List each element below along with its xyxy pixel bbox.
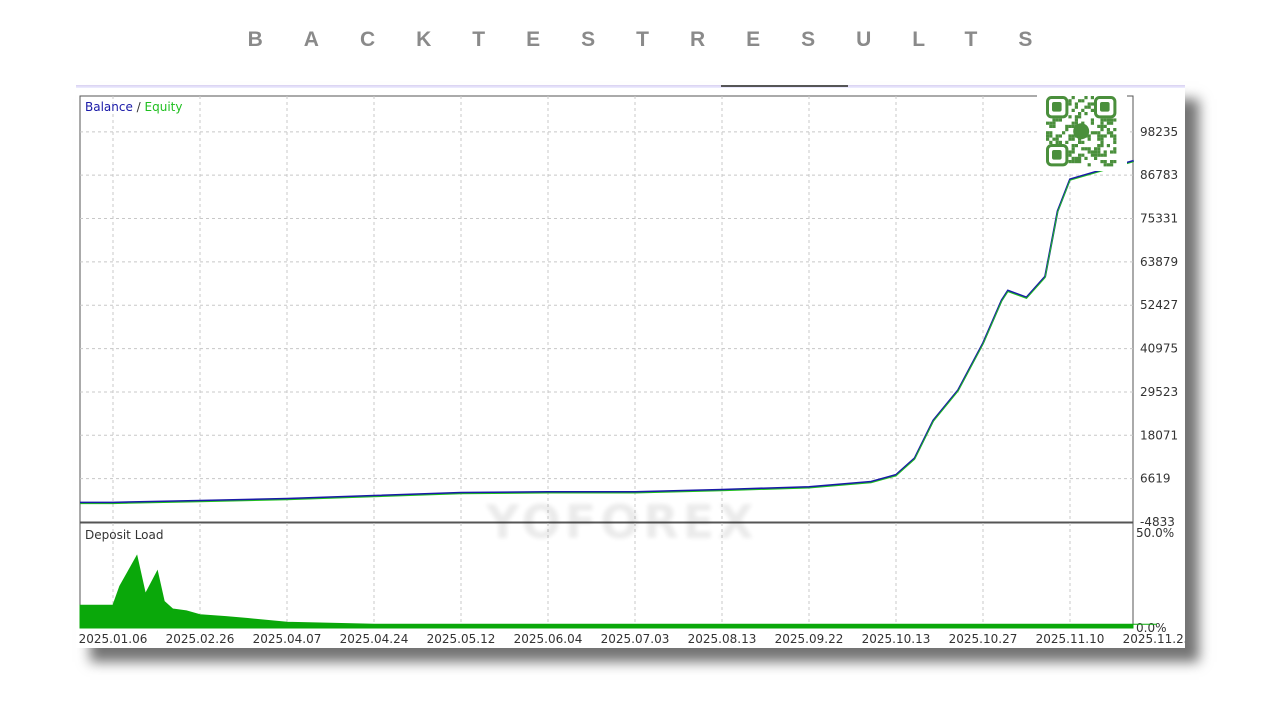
main-plot-frame (79, 95, 1134, 523)
y-tick-label: -4833 (1140, 515, 1175, 529)
equity-line (80, 161, 1134, 505)
x-tick-label: 2025.11.25 (1123, 632, 1185, 646)
y-tick-label: 63879 (1140, 255, 1178, 269)
y-tick-label: 40975 (1140, 342, 1178, 356)
deposit-load-area (79, 554, 1157, 629)
x-tick-label: 2025.10.13 (862, 632, 931, 646)
watermark-logo: YOFOREX (486, 495, 758, 549)
x-tick-label: 2025.01.06 (79, 632, 148, 646)
y-tick-label: 75331 (1140, 212, 1178, 226)
legend-balance: Balance (85, 100, 133, 114)
x-tick-label: 2025.04.24 (340, 632, 409, 646)
tab-indicator (721, 85, 848, 87)
deposit-y-tick-label: 0.0% (1136, 621, 1167, 635)
window-top-strip (76, 85, 1185, 88)
y-tick-label: 29523 (1140, 385, 1178, 399)
x-tick-label: 2025.02.26 (166, 632, 235, 646)
y-tick-label: 52427 (1140, 298, 1178, 312)
balance-line (80, 159, 1135, 504)
deposit-y-tick-label: 50.0% (1136, 526, 1174, 540)
legend-separator: / (132, 100, 145, 114)
x-tick-label: 2025.08.13 (688, 632, 757, 646)
x-tick-label: 2025.10.27 (949, 632, 1018, 646)
chart-legend: Balance / Equity (85, 100, 182, 114)
y-tick-label: 86783 (1140, 168, 1178, 182)
x-tick-label: 2025.06.04 (514, 632, 583, 646)
y-tick-label: 6619 (1140, 472, 1171, 486)
deposit-load-title: Deposit Load (85, 528, 164, 542)
x-tick-label: 2025.04.07 (253, 632, 322, 646)
x-tick-label: 2025.09.22 (775, 632, 844, 646)
x-tick-label: 2025.05.12 (427, 632, 496, 646)
qr-code-icon (1037, 91, 1127, 171)
x-tick-label: 2025.07.03 (601, 632, 670, 646)
chart-window: 2025.01.06 2025.02.26 2025.04.07 2025.04.24… (76, 85, 1185, 648)
y-tick-label: 18071 (1140, 428, 1178, 442)
legend-equity: Equity (144, 100, 183, 114)
y-tick-label: 98235 (1140, 125, 1178, 139)
x-tick-label: 2025.11.10 (1036, 632, 1105, 646)
balance-chart: 2025.01.06 2025.02.26 2025.04.07 2025.04.24… (79, 95, 1185, 646)
page-title: BACKTESTRESULTS (247, 28, 1074, 51)
